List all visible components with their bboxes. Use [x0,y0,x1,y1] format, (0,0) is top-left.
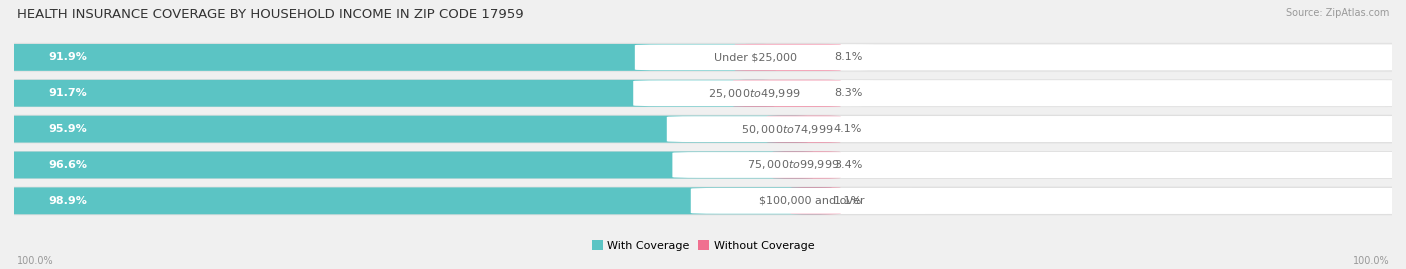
FancyBboxPatch shape [0,80,1406,107]
Text: HEALTH INSURANCE COVERAGE BY HOUSEHOLD INCOME IN ZIP CODE 17959: HEALTH INSURANCE COVERAGE BY HOUSEHOLD I… [17,8,523,21]
Text: $50,000 to $74,999: $50,000 to $74,999 [741,123,834,136]
Text: 8.3%: 8.3% [834,88,862,98]
FancyBboxPatch shape [14,114,1392,144]
Text: Source: ZipAtlas.com: Source: ZipAtlas.com [1285,8,1389,18]
Text: 100.0%: 100.0% [17,256,53,266]
Text: 98.9%: 98.9% [48,196,87,206]
Text: 1.1%: 1.1% [834,196,862,206]
Text: 95.9%: 95.9% [48,124,87,134]
FancyBboxPatch shape [14,150,1392,180]
Text: $25,000 to $49,999: $25,000 to $49,999 [707,87,800,100]
FancyBboxPatch shape [0,187,1406,214]
FancyBboxPatch shape [666,116,908,142]
Text: 96.6%: 96.6% [48,160,87,170]
FancyBboxPatch shape [0,116,1406,143]
FancyBboxPatch shape [14,79,1392,108]
Text: 4.1%: 4.1% [834,124,862,134]
FancyBboxPatch shape [690,188,932,214]
FancyBboxPatch shape [0,187,832,214]
Text: $100,000 and over: $100,000 and over [759,196,865,206]
FancyBboxPatch shape [0,44,776,71]
FancyBboxPatch shape [735,44,841,71]
Text: 91.9%: 91.9% [48,52,87,62]
FancyBboxPatch shape [14,186,1392,215]
FancyBboxPatch shape [0,80,775,107]
FancyBboxPatch shape [14,43,1392,72]
FancyBboxPatch shape [672,152,914,178]
FancyBboxPatch shape [633,80,875,106]
Text: 3.4%: 3.4% [834,160,862,170]
FancyBboxPatch shape [772,151,841,178]
FancyBboxPatch shape [0,44,1406,71]
Text: $75,000 to $99,999: $75,000 to $99,999 [747,158,839,171]
FancyBboxPatch shape [766,116,841,143]
FancyBboxPatch shape [790,187,841,214]
Text: 8.1%: 8.1% [834,52,862,62]
FancyBboxPatch shape [636,44,876,70]
FancyBboxPatch shape [0,116,808,143]
FancyBboxPatch shape [0,151,1406,178]
FancyBboxPatch shape [733,80,841,107]
Text: 100.0%: 100.0% [1353,256,1389,266]
Text: 91.7%: 91.7% [48,88,87,98]
Text: Under $25,000: Under $25,000 [714,52,797,62]
Legend: With Coverage, Without Coverage: With Coverage, Without Coverage [588,236,818,255]
FancyBboxPatch shape [0,151,814,178]
